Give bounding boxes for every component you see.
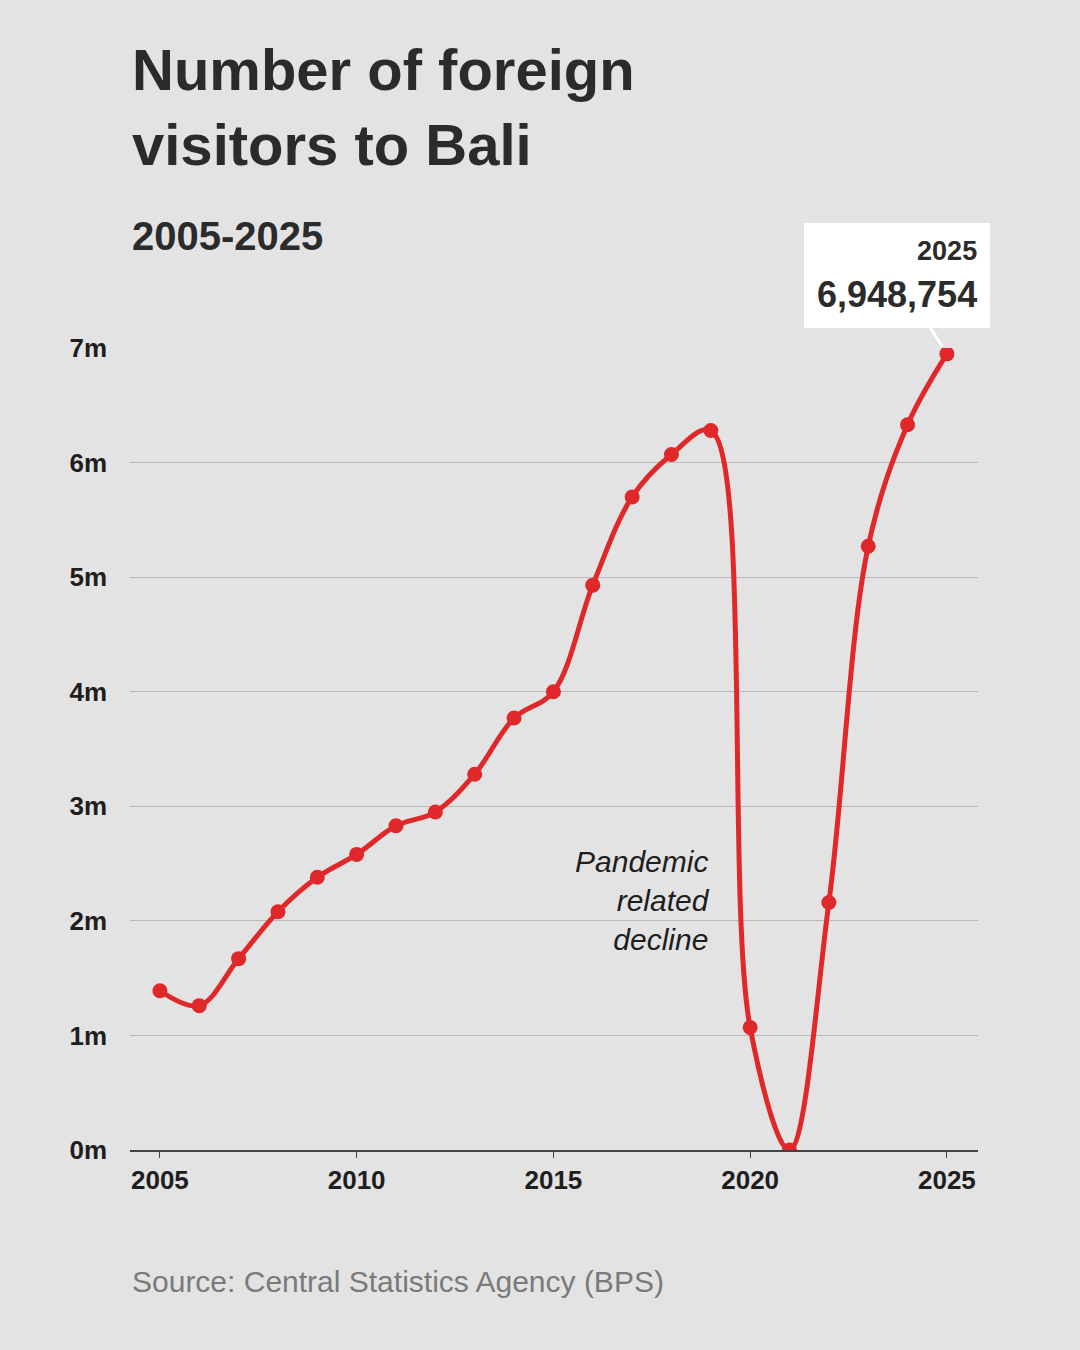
svg-text:Source: Central Statistics Age: Source: Central Statistics Agency (BPS)	[132, 1265, 664, 1298]
svg-text:2020: 2020	[721, 1165, 779, 1195]
svg-text:2010: 2010	[328, 1165, 386, 1195]
svg-text:Pandemicrelateddecline: Pandemicrelateddecline	[575, 845, 710, 956]
svg-text:2015: 2015	[524, 1165, 582, 1195]
svg-text:2m: 2m	[69, 906, 107, 936]
svg-text:2005: 2005	[131, 1165, 189, 1195]
svg-text:1m: 1m	[69, 1021, 107, 1051]
svg-text:4m: 4m	[69, 677, 107, 707]
svg-text:Number of foreignvisitors to B: Number of foreignvisitors to Bali	[132, 37, 635, 177]
svg-text:0m: 0m	[69, 1135, 107, 1165]
svg-text:3m: 3m	[69, 791, 107, 821]
svg-text:6m: 6m	[69, 448, 107, 478]
svg-text:2005-2025: 2005-2025	[132, 214, 323, 258]
svg-text:20256,948,754: 20256,948,754	[817, 236, 977, 315]
svg-text:2025: 2025	[918, 1165, 976, 1195]
svg-text:5m: 5m	[69, 562, 107, 592]
svg-text:7m: 7m	[69, 333, 107, 363]
